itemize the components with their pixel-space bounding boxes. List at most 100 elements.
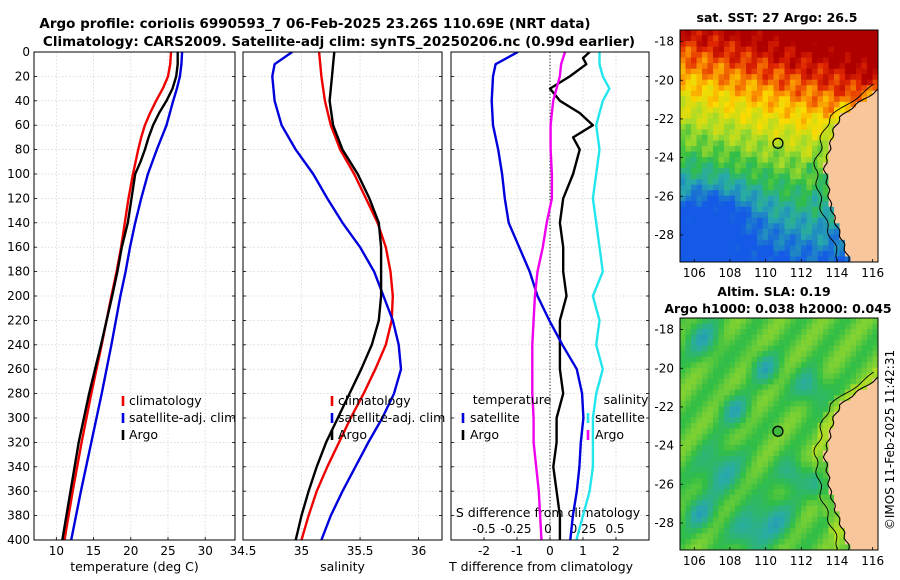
map-cell	[856, 533, 863, 540]
map-cell	[757, 173, 764, 180]
map-cell	[696, 389, 703, 396]
map-cell	[702, 190, 709, 197]
map-cell	[773, 500, 780, 507]
map-cell	[823, 362, 830, 369]
map-cell	[856, 340, 863, 347]
map-cell	[773, 395, 780, 402]
map-cell	[850, 146, 857, 153]
map-cell	[872, 450, 878, 457]
map-cell	[696, 395, 703, 402]
map-cell	[812, 478, 819, 485]
map-cell	[779, 96, 786, 103]
legend-label: climatology	[338, 393, 411, 408]
map-cell	[729, 318, 736, 325]
map-cell	[817, 41, 824, 48]
map-cell	[817, 101, 824, 108]
map-cell	[757, 123, 764, 131]
map-cell	[729, 422, 736, 430]
map-cell	[735, 52, 742, 59]
map-cell	[867, 168, 874, 175]
map-cell	[856, 57, 863, 64]
map-cell	[817, 52, 824, 59]
map-cell	[812, 250, 819, 258]
map-cell	[691, 478, 698, 485]
map-cell	[702, 345, 709, 352]
map-cell	[685, 157, 692, 164]
map-cell	[735, 228, 742, 235]
map-cell	[762, 345, 769, 352]
map-cell	[762, 35, 769, 42]
map-cell	[691, 212, 698, 219]
map-cell	[845, 445, 852, 452]
map-cell	[762, 373, 769, 380]
map-cell	[828, 351, 835, 358]
map-cell	[812, 318, 819, 325]
map-cell	[773, 340, 780, 347]
map-cell	[823, 422, 830, 430]
map-cell	[724, 206, 731, 213]
map-cell	[691, 190, 698, 197]
map-cell	[861, 79, 868, 86]
map-cell	[795, 389, 802, 396]
map-cell	[801, 184, 808, 191]
map-cell	[757, 467, 764, 474]
map-cell	[768, 323, 775, 330]
map-cell	[680, 467, 687, 474]
map-cell	[779, 57, 786, 64]
map-cell	[768, 428, 775, 435]
map-cell	[713, 445, 720, 452]
map-cell	[707, 516, 714, 523]
map-cell	[691, 384, 698, 391]
map-cell	[839, 146, 846, 153]
map-cell	[872, 245, 878, 252]
map-cell	[740, 527, 747, 535]
map-cell	[817, 384, 824, 391]
map-cell	[779, 384, 786, 391]
map-cell	[861, 52, 868, 59]
map-cell	[724, 228, 731, 235]
map-cell	[784, 345, 791, 352]
map-cell	[856, 400, 863, 407]
map-cell	[872, 129, 878, 136]
map-cell	[867, 52, 874, 59]
map-cell	[812, 450, 819, 457]
map-cell	[702, 494, 709, 501]
map-cell	[823, 30, 830, 37]
map-cell	[724, 68, 731, 75]
map-cell	[762, 129, 769, 136]
map-cell	[680, 345, 687, 352]
map-cell	[713, 340, 720, 347]
map-cell	[773, 489, 780, 496]
map-cell	[702, 538, 709, 546]
map-cell	[795, 46, 802, 53]
map-cell	[861, 323, 868, 330]
map-cell	[817, 472, 824, 479]
map-cell	[817, 234, 824, 241]
map-cell	[850, 68, 857, 75]
legend-label-S: Argo	[595, 427, 624, 442]
map-cell	[795, 157, 802, 164]
map-cell	[751, 146, 758, 153]
map-cell	[845, 223, 852, 230]
map-cell	[834, 90, 841, 97]
map-cell	[713, 184, 720, 191]
map-cell	[817, 500, 824, 507]
map-cell	[680, 52, 687, 59]
map-cell	[861, 511, 868, 518]
map-cell	[795, 101, 802, 108]
map-cell	[680, 173, 687, 180]
map-cell	[751, 63, 758, 70]
map-cell	[850, 527, 857, 535]
map-cell	[740, 373, 747, 380]
map-cell	[790, 90, 797, 97]
map-cell	[784, 329, 791, 336]
map-cell	[746, 362, 753, 369]
map-cell	[872, 57, 878, 64]
map-cell	[729, 30, 736, 37]
map-cell	[685, 79, 692, 86]
map-cell	[806, 505, 813, 512]
map-cell	[812, 500, 819, 507]
map-cell	[735, 362, 742, 369]
map-cell	[702, 340, 709, 347]
map-cell	[718, 400, 725, 407]
